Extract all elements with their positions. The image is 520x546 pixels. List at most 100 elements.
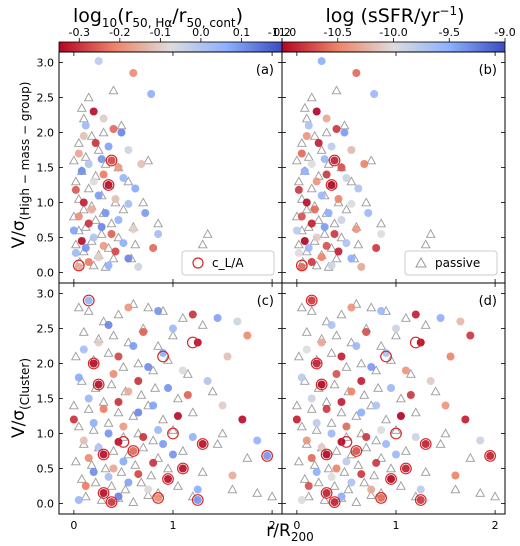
cla-point [414, 494, 427, 506]
passive-point [227, 484, 238, 494]
starforming-point [312, 233, 321, 242]
passive-point [309, 459, 320, 469]
y-tick-label: 2.5 [37, 323, 55, 336]
passive-point [326, 417, 337, 427]
starforming-point [307, 258, 316, 266]
passive-point [321, 127, 332, 137]
starforming-point [99, 405, 108, 413]
starforming-point [94, 253, 103, 262]
y-axis-label-bottom: V/σ(Cluster) [9, 358, 32, 438]
starforming-point [114, 492, 123, 501]
starforming-point [322, 489, 331, 497]
starforming-point [312, 359, 321, 368]
starforming-point [74, 496, 83, 504]
starforming-point [476, 436, 485, 445]
starforming-point [294, 248, 303, 257]
starforming-point [104, 142, 113, 151]
starforming-point [168, 450, 177, 459]
cla-markers [295, 154, 341, 272]
passive-point [86, 130, 97, 140]
colorbar-right-ticks: -11.0 -10.5 -10.0 -9.5 -9.0 [268, 26, 516, 42]
passive-point [96, 494, 107, 504]
panel-label: (c) [257, 294, 274, 309]
passive-point [420, 466, 431, 476]
colorbar-left-gradient [58, 41, 283, 53]
passive-point [96, 228, 107, 238]
starforming-point [322, 170, 331, 179]
passive-point [108, 253, 119, 263]
passive-point [168, 424, 178, 434]
starforming-point [203, 377, 212, 385]
starforming-point [354, 184, 363, 193]
passive-point [356, 428, 367, 438]
passive-point [313, 214, 324, 224]
starforming-point [97, 155, 106, 164]
starforming-point [129, 69, 138, 77]
starforming-point [342, 422, 351, 431]
starforming-point [99, 450, 108, 459]
panel-label: (d) [479, 294, 497, 309]
starforming-point [332, 370, 341, 378]
starforming-point [89, 419, 98, 427]
passive-point [359, 477, 370, 487]
passive-point [366, 155, 377, 165]
passive-point [98, 316, 109, 326]
starforming-point [461, 415, 470, 424]
starforming-point [84, 219, 93, 228]
passive-point [356, 358, 367, 368]
passive-point [103, 347, 114, 357]
starforming-point [188, 310, 197, 319]
passive-point [177, 312, 188, 322]
y-tick-label: 0.0 [37, 498, 55, 511]
passive-point [293, 239, 304, 249]
x-tick-label: 1 [392, 519, 399, 532]
axis-ticks: 0 1 2 0.0 0.5 1.0 1.5 2.0 2.5 3.0 [37, 283, 282, 532]
starforming-point [144, 485, 153, 494]
passive-point [207, 386, 218, 396]
legend-label: c_L/A [212, 256, 244, 270]
passive-point [353, 459, 364, 469]
starforming-point [377, 493, 386, 502]
passive-point [73, 193, 84, 203]
passive-point [86, 459, 97, 469]
starforming-point [79, 198, 88, 207]
passive-point [172, 480, 183, 490]
x-axis-label: r/R200 [266, 521, 313, 544]
starforming-point [347, 478, 356, 487]
starforming-point [141, 209, 150, 217]
starforming-point [84, 394, 93, 403]
passive-point [326, 347, 337, 357]
legend-box [181, 250, 275, 276]
starforming-point [139, 433, 148, 441]
cla-point [152, 492, 165, 504]
passive-point [303, 151, 314, 161]
passive-point [130, 459, 141, 469]
passive-point [138, 197, 149, 207]
starforming-point [294, 185, 303, 194]
passive-point [148, 435, 159, 445]
starforming-point [352, 447, 361, 455]
passive-point [313, 477, 324, 487]
colorbar-left: log10(r50, Hα/r50, cont) -0.3 -0.2 -0.1 0.0… [58, 5, 291, 53]
x-tick-label: 2 [492, 519, 499, 532]
cla-point [186, 336, 199, 349]
starforming-point [233, 317, 242, 326]
starforming-point [69, 226, 78, 235]
starforming-point [104, 429, 113, 438]
starforming-point [188, 433, 197, 441]
axis-ticks: 0 1 2 [282, 283, 505, 532]
starforming-point [149, 401, 158, 410]
passive-point [212, 438, 223, 448]
starforming-point [307, 160, 316, 168]
starforming-point [406, 391, 415, 399]
starforming-point [340, 128, 349, 137]
starforming-point [426, 377, 435, 385]
cla-point [340, 436, 353, 448]
passive-point [76, 102, 87, 112]
passive-point [123, 337, 134, 347]
starforming-point [159, 349, 168, 357]
passive-point [329, 480, 340, 490]
passive-point [400, 445, 411, 455]
passive-point [106, 480, 117, 490]
passive-point [80, 491, 91, 501]
